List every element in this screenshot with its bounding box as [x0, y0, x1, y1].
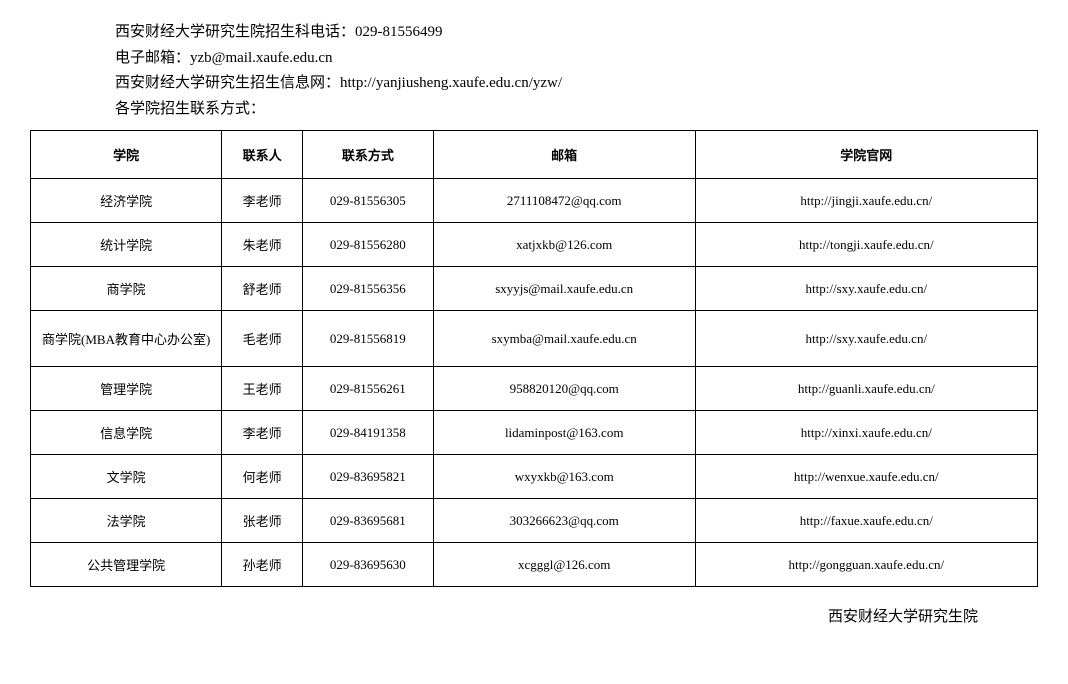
table-cell: http://gongguan.xaufe.edu.cn/ [695, 543, 1037, 587]
table-cell: http://xinxi.xaufe.edu.cn/ [695, 411, 1037, 455]
col-header-phone: 联系方式 [302, 131, 433, 179]
table-cell: 029-81556280 [302, 223, 433, 267]
col-header-email: 邮箱 [433, 131, 695, 179]
table-row: 法学院张老师029-83695681303266623@qq.comhttp:/… [31, 499, 1038, 543]
table-cell: 029-83695821 [302, 455, 433, 499]
table-cell: 029-84191358 [302, 411, 433, 455]
header-phone: 西安财经大学研究生院招生科电话：029-81556499 [115, 20, 1038, 46]
table-cell: 经济学院 [31, 179, 222, 223]
footer-signature: 西安财经大学研究生院 [30, 605, 1038, 626]
table-body: 经济学院李老师029-815563052711108472@qq.comhttp… [31, 179, 1038, 587]
table-cell: http://wenxue.xaufe.edu.cn/ [695, 455, 1037, 499]
table-row: 信息学院李老师029-84191358lidaminpost@163.comht… [31, 411, 1038, 455]
table-row: 管理学院王老师029-81556261958820120@qq.comhttp:… [31, 367, 1038, 411]
table-row: 经济学院李老师029-815563052711108472@qq.comhttp… [31, 179, 1038, 223]
table-cell: sxymba@mail.xaufe.edu.cn [433, 311, 695, 367]
table-cell: http://faxue.xaufe.edu.cn/ [695, 499, 1037, 543]
table-cell: 029-81556305 [302, 179, 433, 223]
table-cell: 303266623@qq.com [433, 499, 695, 543]
contact-table: 学院 联系人 联系方式 邮箱 学院官网 经济学院李老师029-815563052… [30, 130, 1038, 587]
table-cell: 029-81556261 [302, 367, 433, 411]
table-cell: 李老师 [222, 411, 303, 455]
table-cell: 商学院(MBA教育中心办公室) [31, 311, 222, 367]
table-cell: 029-83695681 [302, 499, 433, 543]
table-cell: http://tongji.xaufe.edu.cn/ [695, 223, 1037, 267]
col-header-website: 学院官网 [695, 131, 1037, 179]
table-row: 商学院舒老师029-81556356sxyyjs@mail.xaufe.edu.… [31, 267, 1038, 311]
header-email: 电子邮箱：yzb@mail.xaufe.edu.cn [115, 46, 1038, 72]
table-cell: 何老师 [222, 455, 303, 499]
header-website: 西安财经大学研究生招生信息网：http://yanjiusheng.xaufe.… [115, 71, 1038, 97]
table-cell: wxyxkb@163.com [433, 455, 695, 499]
header-intro: 各学院招生联系方式： [115, 97, 1038, 123]
table-cell: 毛老师 [222, 311, 303, 367]
table-cell: xcgggl@126.com [433, 543, 695, 587]
table-cell: 法学院 [31, 499, 222, 543]
table-row: 商学院(MBA教育中心办公室)毛老师029-81556819sxymba@mai… [31, 311, 1038, 367]
table-cell: lidaminpost@163.com [433, 411, 695, 455]
table-row: 文学院何老师029-83695821wxyxkb@163.comhttp://w… [31, 455, 1038, 499]
table-cell: 文学院 [31, 455, 222, 499]
table-cell: 王老师 [222, 367, 303, 411]
col-header-contact: 联系人 [222, 131, 303, 179]
table-cell: 商学院 [31, 267, 222, 311]
table-cell: http://sxy.xaufe.edu.cn/ [695, 267, 1037, 311]
table-row: 统计学院朱老师029-81556280xatjxkb@126.comhttp:/… [31, 223, 1038, 267]
table-cell: 孙老师 [222, 543, 303, 587]
table-cell: 029-83695630 [302, 543, 433, 587]
table-cell: 029-81556356 [302, 267, 433, 311]
table-row: 公共管理学院孙老师029-83695630xcgggl@126.comhttp:… [31, 543, 1038, 587]
table-cell: 朱老师 [222, 223, 303, 267]
table-cell: 舒老师 [222, 267, 303, 311]
table-cell: 信息学院 [31, 411, 222, 455]
table-cell: 958820120@qq.com [433, 367, 695, 411]
table-cell: http://sxy.xaufe.edu.cn/ [695, 311, 1037, 367]
table-header-row: 学院 联系人 联系方式 邮箱 学院官网 [31, 131, 1038, 179]
col-header-school: 学院 [31, 131, 222, 179]
table-cell: http://jingji.xaufe.edu.cn/ [695, 179, 1037, 223]
table-cell: 公共管理学院 [31, 543, 222, 587]
table-cell: 张老师 [222, 499, 303, 543]
table-cell: 统计学院 [31, 223, 222, 267]
table-cell: xatjxkb@126.com [433, 223, 695, 267]
table-cell: 029-81556819 [302, 311, 433, 367]
table-cell: 管理学院 [31, 367, 222, 411]
table-cell: 2711108472@qq.com [433, 179, 695, 223]
table-cell: 李老师 [222, 179, 303, 223]
table-cell: sxyyjs@mail.xaufe.edu.cn [433, 267, 695, 311]
header-section: 西安财经大学研究生院招生科电话：029-81556499 电子邮箱：yzb@ma… [30, 20, 1038, 122]
table-cell: http://guanli.xaufe.edu.cn/ [695, 367, 1037, 411]
